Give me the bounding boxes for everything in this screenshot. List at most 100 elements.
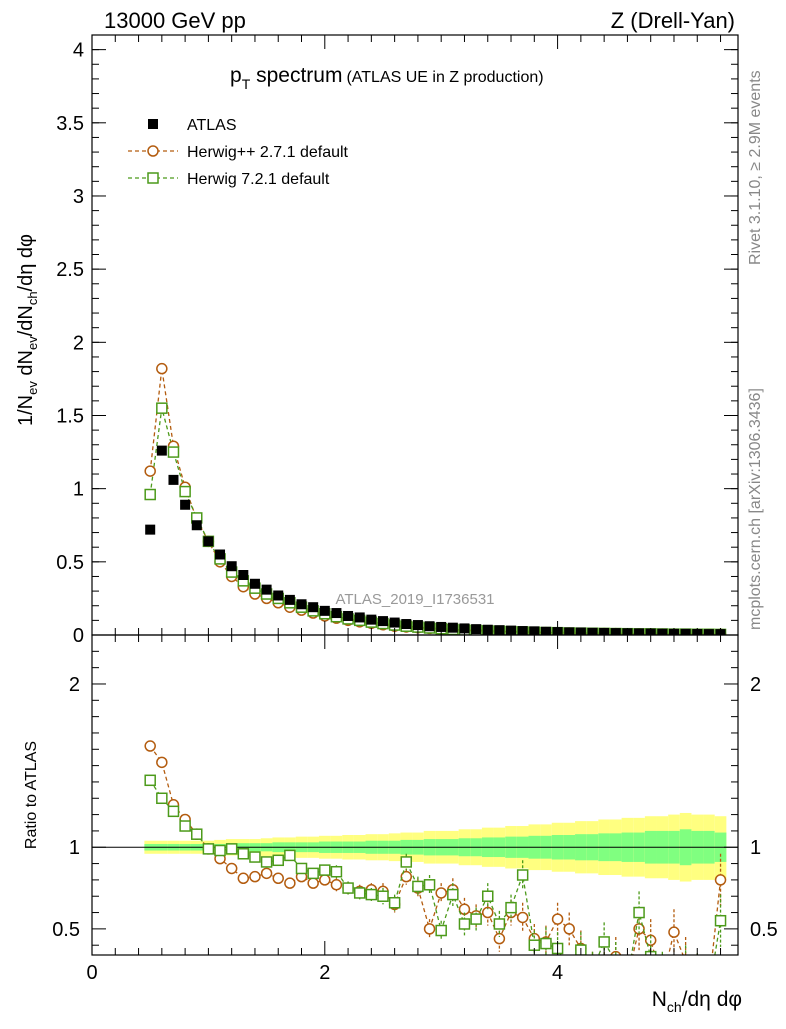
main-point — [261, 584, 272, 595]
main-point — [296, 599, 307, 610]
analysis-watermark: ATLAS_2019_I1736531 — [335, 591, 494, 608]
xlabel-part-2: ch — [667, 999, 682, 1015]
main-point — [587, 627, 598, 635]
main-point — [610, 628, 621, 635]
ratio-ylabel: Ratio to ATLAS — [23, 741, 40, 849]
ylabel-part-6: ch — [25, 291, 40, 305]
main-point — [179, 485, 191, 498]
main-ytick-label: 3 — [73, 186, 84, 208]
legend-label: Herwig++ 2.7.1 default — [187, 144, 349, 161]
ratio-point — [388, 897, 401, 909]
ratio-point — [249, 851, 261, 863]
main-point — [308, 602, 319, 613]
ratio-point — [564, 966, 574, 976]
main-point — [471, 624, 482, 635]
ratio-point — [319, 864, 331, 876]
ratio-point — [400, 870, 413, 883]
ratio-point — [657, 976, 667, 986]
ratio-ytick-label-right: 0.5 — [750, 919, 778, 941]
main-ylabel: 1/Nev dNev/dNch/dη dφ — [15, 234, 40, 426]
main-point — [167, 446, 180, 458]
main-point — [284, 594, 295, 605]
ratio-point — [681, 965, 691, 975]
ratio-point — [284, 877, 296, 889]
ylabel-part-2: ev — [25, 381, 40, 395]
ratio-point — [307, 867, 319, 880]
main-ytick-label: 0.5 — [56, 552, 84, 574]
ratio-point — [493, 918, 506, 930]
ratio-ytick-label: 0.5 — [52, 919, 80, 941]
main-ytick-label: 3.5 — [56, 113, 84, 135]
ratio-point — [330, 879, 343, 891]
ratio-point — [284, 849, 296, 862]
main-point — [273, 590, 284, 601]
ratio-point — [681, 957, 691, 967]
main-point — [634, 628, 645, 635]
main-point — [144, 465, 156, 477]
main-point — [680, 628, 691, 635]
main-point — [517, 626, 528, 635]
ratio-point — [644, 934, 657, 947]
ratio-series-1 — [144, 774, 727, 980]
header-right: Z (Drell-Yan) — [611, 8, 735, 33]
ylabel-part-1: 1/N — [15, 395, 37, 426]
ratio-point — [307, 877, 319, 889]
legend-label: Herwig 7.2.1 default — [187, 171, 330, 188]
ratio-point — [633, 906, 645, 919]
ratio-point — [611, 957, 621, 967]
ratio-point — [588, 965, 598, 975]
header-left: 13000 GeV pp — [104, 8, 246, 33]
main-ytick-label: 0 — [73, 625, 84, 647]
main-markers-0 — [145, 445, 726, 635]
title-sub: T — [242, 76, 251, 92]
mcplots-label: mcplots.cern.ch [arXiv:1306.3436] — [747, 388, 764, 630]
title-detail: (ATLAS UE in Z production) — [346, 69, 543, 86]
ratio-point — [202, 843, 215, 855]
ratio-point — [272, 872, 284, 885]
main-point — [354, 612, 365, 623]
main-point — [238, 570, 249, 580]
ratio-point — [458, 918, 471, 930]
legend-entry: Herwig++ 2.7.1 default — [128, 144, 349, 161]
legend-label: ATLAS — [187, 117, 237, 134]
ratio-ytick-label: 2 — [69, 674, 80, 696]
ratio-point — [657, 970, 667, 980]
ratio-point — [272, 854, 284, 867]
plot-title: pT spectrum (ATLAS UE in Z production) — [230, 64, 544, 92]
ratio-point — [714, 914, 727, 927]
main-point — [389, 617, 400, 628]
ratio-point — [342, 882, 354, 894]
ratio-point — [144, 740, 156, 752]
ratio-point — [563, 923, 575, 935]
ratio-point — [435, 887, 447, 899]
ylabel-part-3: dN — [15, 350, 37, 381]
ratio-ytick-label-right: 2 — [750, 674, 761, 696]
main-point — [156, 445, 167, 456]
main-point — [331, 608, 342, 619]
legend-entry: Herwig 7.2.1 default — [128, 171, 330, 188]
ylabel-part-7: /dη dφ — [15, 234, 37, 291]
ratio-point — [714, 874, 727, 886]
main-point — [168, 474, 179, 485]
ratio-frame — [91, 634, 739, 956]
ratio-point — [214, 844, 226, 857]
main-ytick-label: 4 — [73, 40, 84, 62]
ratio-point — [551, 913, 564, 925]
main-point — [377, 616, 388, 627]
main-point — [436, 621, 447, 632]
main-point — [226, 561, 237, 572]
ratio-point — [588, 965, 598, 975]
ratio-point — [470, 913, 482, 925]
ratio-point — [377, 890, 389, 902]
ratio-point — [505, 901, 517, 914]
ratio-point — [435, 924, 447, 937]
legend-entry: ATLAS — [148, 117, 237, 134]
main-point — [412, 620, 423, 631]
ratio-point — [692, 973, 702, 983]
main-point — [447, 622, 458, 633]
xlabel-part-3: /dη dφ — [682, 988, 742, 1011]
ratio-series-line — [149, 779, 722, 955]
ratio-point — [260, 856, 273, 868]
